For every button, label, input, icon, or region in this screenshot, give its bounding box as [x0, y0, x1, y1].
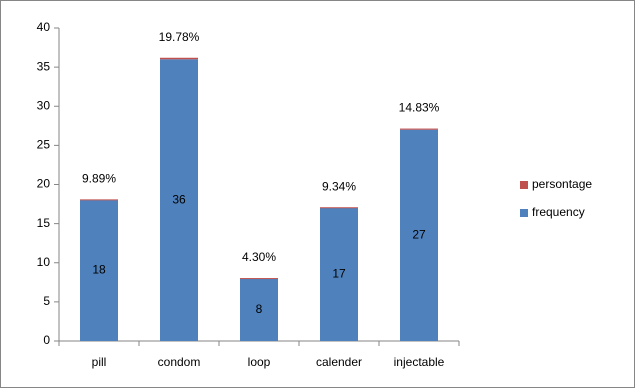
y-tick-label: 25	[37, 138, 51, 152]
legend-label: persontage	[532, 177, 592, 191]
x-tick-label: pill	[92, 355, 107, 369]
data-label: 19.78%	[159, 30, 200, 44]
data-label: 9.34%	[322, 179, 356, 193]
y-tick-label: 35	[37, 59, 51, 73]
data-label: 36	[172, 192, 186, 206]
bar-segment	[80, 200, 118, 341]
data-label: 4.30%	[242, 250, 276, 264]
bar-segment	[320, 207, 358, 341]
x-tick-label: injectable	[394, 355, 445, 369]
legend-label: frequency	[532, 205, 585, 219]
y-tick-label: 30	[37, 98, 51, 112]
data-label: 18	[92, 263, 106, 277]
y-tick-label: 0	[43, 333, 50, 347]
data-label: 9.89%	[82, 172, 116, 186]
data-label: 8	[256, 302, 263, 316]
x-tick-label: condom	[158, 355, 201, 369]
bar-segment	[320, 207, 358, 209]
x-tick-label: loop	[248, 355, 271, 369]
y-tick-label: 20	[37, 177, 51, 191]
y-tick-label: 5	[43, 294, 50, 308]
data-label: 14.83%	[399, 101, 440, 115]
legend-swatch	[520, 181, 528, 189]
bar-segment	[160, 57, 198, 60]
bar-segment	[400, 129, 438, 341]
x-tick-label: calender	[316, 355, 362, 369]
bar-segment	[240, 278, 278, 341]
bar-segment	[400, 128, 438, 130]
bar-segment	[160, 59, 198, 342]
y-tick-label: 15	[37, 216, 51, 230]
legend-swatch	[520, 209, 528, 217]
y-tick-label: 40	[37, 20, 51, 34]
data-label: 17	[332, 267, 346, 281]
bar-segment	[240, 278, 278, 280]
data-label: 27	[412, 228, 426, 242]
bar-segment	[80, 199, 118, 201]
y-tick-label: 10	[37, 255, 51, 269]
